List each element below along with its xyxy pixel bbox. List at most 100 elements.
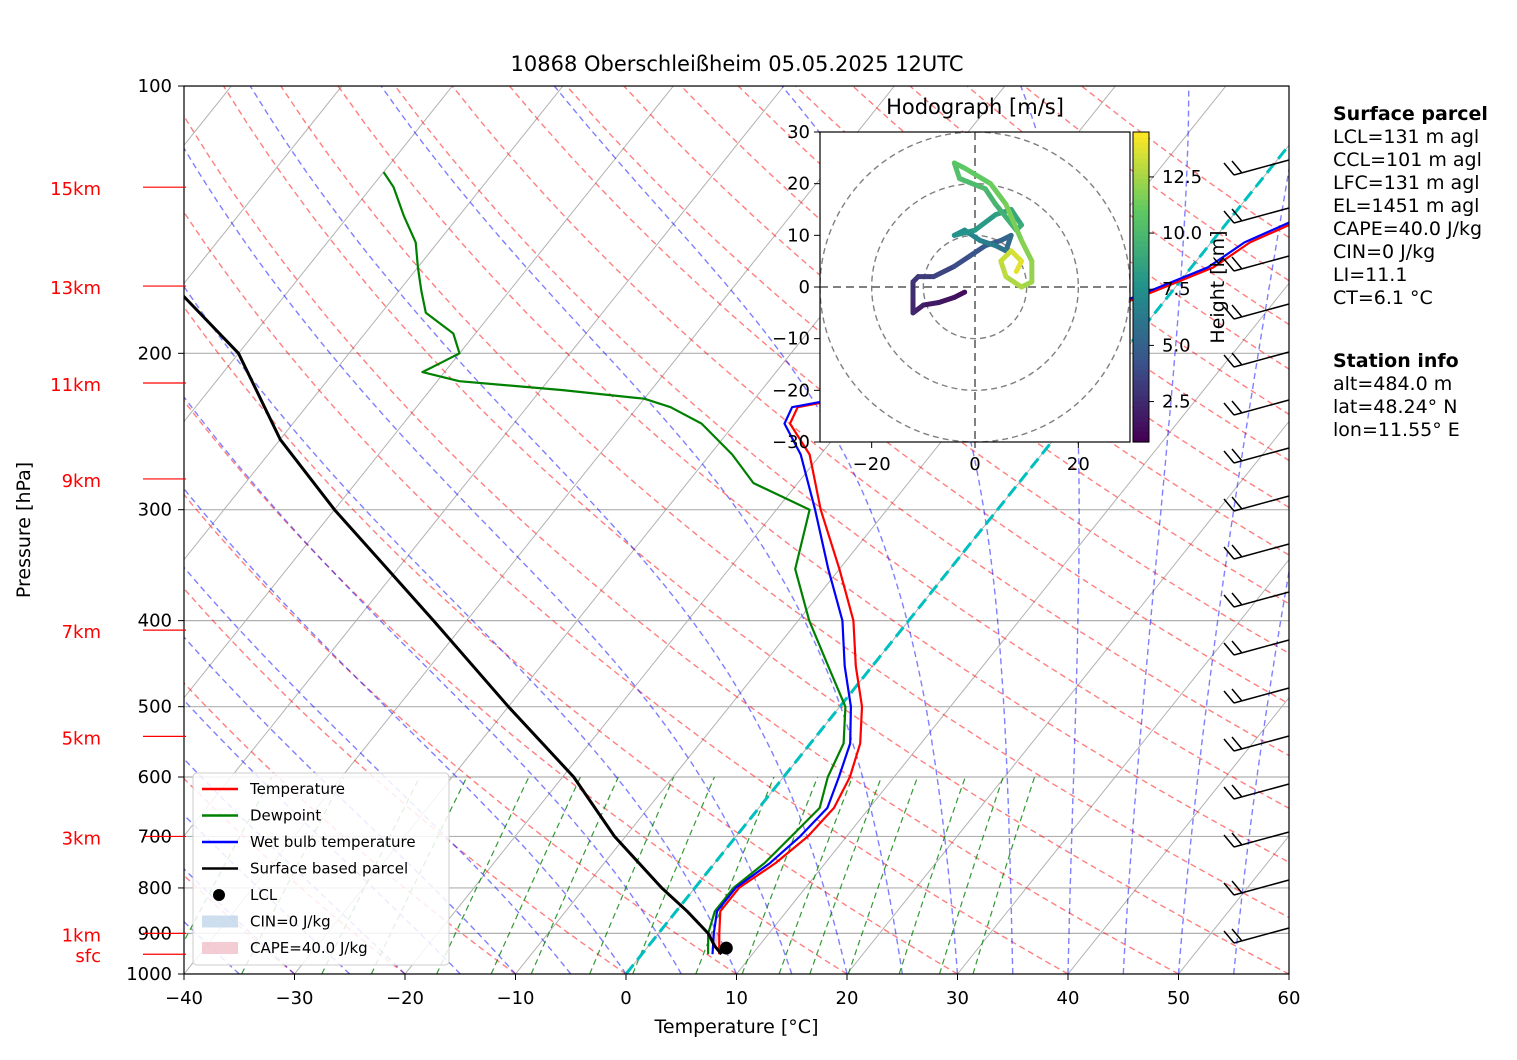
moist-adiabat xyxy=(249,86,848,974)
colorbar-cell xyxy=(1133,400,1149,407)
hodo-y-tick-label: 20 xyxy=(787,174,810,195)
colorbar-cell xyxy=(1133,266,1149,273)
wind-barb-flag xyxy=(1223,498,1235,512)
hodo-segment xyxy=(982,186,999,207)
isotherm xyxy=(184,86,674,699)
wind-barb-flag xyxy=(1231,400,1243,414)
colorbar-cell xyxy=(1133,142,1149,149)
hodo-segment xyxy=(988,181,1009,207)
wind-barb-staff xyxy=(1233,927,1290,944)
height-label: 13km xyxy=(50,278,101,299)
hodo-segment xyxy=(920,300,942,308)
legend-swatch-lcl xyxy=(213,889,225,901)
wind-barb-staff xyxy=(1233,351,1290,368)
mixing-ratio-line xyxy=(847,776,919,974)
hodo-segment xyxy=(936,294,957,305)
wind-barb-flag xyxy=(1223,786,1235,800)
height-label: 7km xyxy=(62,622,101,643)
wind-barb-staff xyxy=(1233,159,1290,176)
legend-label-dewpoint: Dewpoint xyxy=(250,807,321,825)
colorbar-cell xyxy=(1133,209,1149,216)
isotherm xyxy=(846,420,1289,974)
colorbar-cell xyxy=(1133,431,1149,438)
y-tick-label: 800 xyxy=(138,878,172,899)
hodo-segment xyxy=(967,243,988,259)
mixing-ratio-line xyxy=(741,776,819,974)
hodo-x-tick-label: 0 xyxy=(969,454,980,475)
wind-barb-flag xyxy=(1231,496,1243,510)
surface-parcel-panel: Surface parcel LCL=131 m agl CCL=101 m a… xyxy=(1333,103,1488,310)
x-axis-label: Temperature [°C] xyxy=(654,1016,819,1038)
colorbar-cell xyxy=(1133,323,1149,329)
y-tick-label: 500 xyxy=(138,697,172,718)
moist-adiabat xyxy=(184,636,517,974)
dry-adiabat xyxy=(184,210,1069,974)
moist-adiabat xyxy=(1122,86,1190,974)
wind-barb-staff xyxy=(1233,783,1290,800)
hodo-segment xyxy=(1003,232,1014,254)
colorbar-cell xyxy=(1133,240,1149,247)
y-tick-label: 1000 xyxy=(126,964,172,985)
isotherm xyxy=(184,86,343,285)
wind-barb-flag xyxy=(1231,640,1243,654)
isotherm xyxy=(0,86,10,974)
legend-swatch-cape xyxy=(202,942,238,954)
colorbar-cell xyxy=(1133,395,1149,402)
legend-label-parcel: Surface based parcel xyxy=(250,860,408,878)
moist-adiabat xyxy=(1177,165,1289,974)
colorbar-cell xyxy=(1133,271,1149,278)
legend-box xyxy=(192,772,450,966)
isotherm xyxy=(184,86,785,837)
surface-parcel-lcl: LCL=131 m agl xyxy=(1333,126,1480,148)
colorbar-cell xyxy=(1133,312,1149,319)
height-label: 5km xyxy=(62,728,101,749)
colorbar-cell xyxy=(1133,374,1149,381)
mixing-ratio-line xyxy=(490,776,581,974)
x-tick-label: 60 xyxy=(1278,988,1301,1009)
colorbar-cell xyxy=(1133,380,1149,386)
colorbar-cell xyxy=(1133,245,1149,252)
moist-adiabat xyxy=(184,487,627,974)
x-tick-label: 20 xyxy=(836,988,859,1009)
hodo-segment xyxy=(962,165,993,187)
colorbar-tick-label: 7.5 xyxy=(1162,279,1191,300)
colorbar-frame xyxy=(1132,131,1150,443)
station-altitude: alt=484.0 m xyxy=(1333,373,1453,395)
hodo-y-tick-label: −30 xyxy=(772,432,810,453)
mixing-ratio-line xyxy=(632,776,715,974)
hodo-segment xyxy=(951,253,973,269)
wind-barb-flag xyxy=(1223,642,1235,656)
colorbar-cell xyxy=(1133,261,1149,267)
height-label: 3km xyxy=(62,828,101,849)
colorbar-cell xyxy=(1133,364,1149,371)
hodo-segment xyxy=(977,238,999,249)
colorbar-cell xyxy=(1133,219,1149,226)
wind-barb-staff xyxy=(1233,591,1290,608)
colorbar-tick-label: 12.5 xyxy=(1162,167,1202,188)
colorbar-cell xyxy=(1133,426,1149,433)
colorbar-cell xyxy=(1133,333,1149,340)
colorbar-cell xyxy=(1133,436,1149,443)
dry-adiabat xyxy=(223,86,1289,974)
wind-barb-flag xyxy=(1231,736,1243,750)
wind-barb-flag xyxy=(1223,882,1235,896)
hodo-segment xyxy=(957,176,988,192)
isotherm xyxy=(184,86,564,561)
wind-barb-staff xyxy=(1233,207,1290,224)
dry-adiabat xyxy=(795,86,1289,462)
hodo-area xyxy=(820,132,1130,442)
station-info-heading: Station info xyxy=(1333,350,1459,372)
colorbar-cell xyxy=(1133,178,1149,185)
hodo-y-tick-label: 30 xyxy=(787,122,810,143)
colorbar-cell xyxy=(1133,152,1149,159)
x-tick-label: 0 xyxy=(620,988,631,1009)
mixing-ratio-line xyxy=(809,776,882,974)
isotherm xyxy=(957,558,1289,974)
hodo-segment xyxy=(1013,258,1024,274)
colorbar-cell xyxy=(1133,359,1149,366)
wind-barb-staff xyxy=(1233,495,1290,512)
colorbar-cell xyxy=(1133,157,1149,164)
height-label: sfc xyxy=(75,946,101,967)
hodo-y-tick-label: 10 xyxy=(787,225,810,246)
wind-barb-flag xyxy=(1231,208,1243,222)
